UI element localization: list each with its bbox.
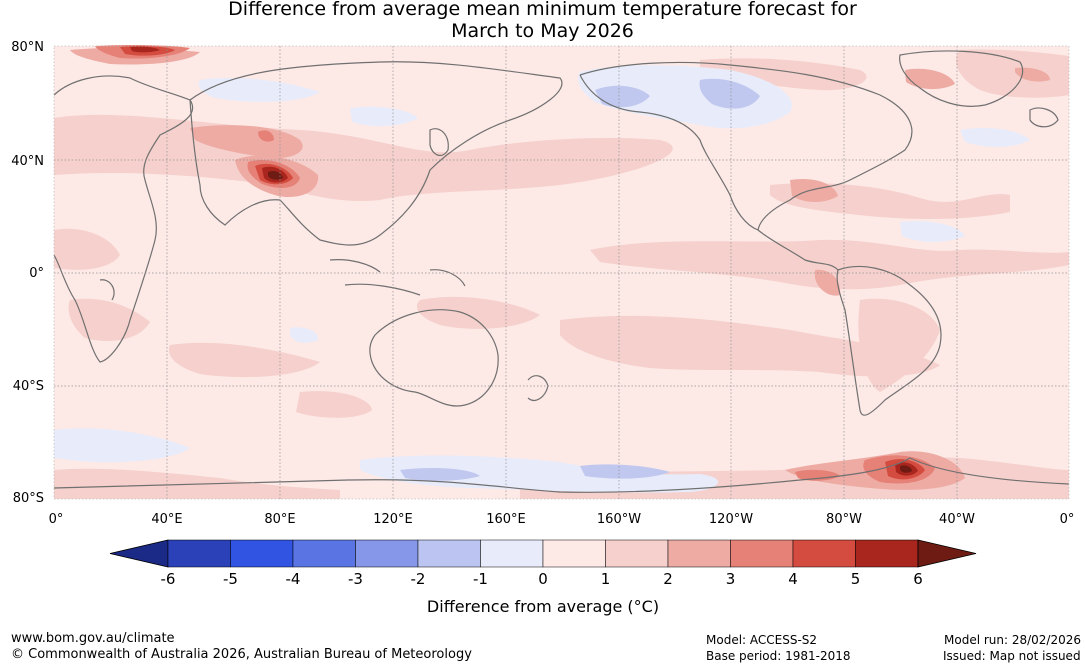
colorbar-tick-label: -3 xyxy=(348,570,363,588)
colorbar: -6 -5 -4 -3 -2 -1 0 1 2 3 4 5 6 xyxy=(109,539,977,588)
latitude-labels: 80°N 40°N 0° 40°S 80°S xyxy=(11,40,44,506)
colorbar-extend-high xyxy=(917,539,977,568)
title-line-1: Difference from average mean minimum tem… xyxy=(228,0,857,20)
title-line-2: March to May 2026 xyxy=(451,20,634,42)
colorbar-cell xyxy=(230,539,294,568)
colorbar-tick-label: 0 xyxy=(538,570,548,588)
colorbar-cells xyxy=(109,539,977,568)
lon-label: 120°W xyxy=(709,512,753,527)
footer-model-run: Model run: 28/02/2026 xyxy=(944,633,1082,647)
colorbar-tick-label: 1 xyxy=(601,570,611,588)
colorbar-cell xyxy=(667,539,731,568)
lon-label: 120°E xyxy=(373,512,413,527)
lon-label: 0° xyxy=(49,512,64,527)
map-area xyxy=(53,44,1070,500)
lon-label: 160°W xyxy=(597,512,641,527)
colorbar-tick-label: 4 xyxy=(788,570,798,588)
colorbar-tick-label: 5 xyxy=(851,570,861,588)
colorbar-cell xyxy=(480,539,544,568)
colorbar-label: Difference from average (°C) xyxy=(427,597,659,616)
colorbar-cell xyxy=(605,539,669,568)
colorbar-tick-label: -1 xyxy=(473,570,488,588)
colorbar-tick-label: -4 xyxy=(286,570,301,588)
colorbar-cell xyxy=(855,539,919,568)
lat-label: 80°S xyxy=(13,491,44,506)
colorbar-cell xyxy=(292,539,356,568)
colorbar-cell xyxy=(355,539,419,568)
colorbar-extend-low xyxy=(109,539,169,568)
lat-label: 40°N xyxy=(11,154,44,169)
colorbar-cell xyxy=(730,539,794,568)
anomaly-6plus-regions xyxy=(268,170,912,473)
anomaly-neg2-neg1-regions xyxy=(400,78,760,481)
longitude-labels: 0° 40°E 80°E 120°E 160°E 160°W 120°W 80°… xyxy=(49,512,1075,527)
anomaly-neg1-0-regions xyxy=(54,65,1030,493)
lon-label: 80°W xyxy=(826,512,862,527)
lon-label: 80°E xyxy=(264,512,295,527)
map-title: Difference from average mean minimum tem… xyxy=(0,0,1085,42)
colorbar-cell xyxy=(167,539,231,568)
lon-label: 40°W xyxy=(939,512,975,527)
footer-copyright: © Commonwealth of Australia 2026, Austra… xyxy=(11,647,472,662)
colorbar-tick-label: -6 xyxy=(161,570,176,588)
lon-label: 40°E xyxy=(151,512,182,527)
lon-label: 0° xyxy=(1060,512,1075,527)
footer-base-period: Base period: 1981-2018 xyxy=(706,649,851,663)
colorbar-tick-label: -5 xyxy=(223,570,238,588)
colorbar-cell xyxy=(417,539,481,568)
lat-label: 40°S xyxy=(13,379,44,394)
lon-label: 160°E xyxy=(486,512,526,527)
footer-model: Model: ACCESS-S2 xyxy=(706,633,818,647)
map-frame xyxy=(53,45,1070,500)
colorbar-tick-label: -2 xyxy=(411,570,426,588)
footer-issued: Issued: Map not issued xyxy=(943,649,1081,663)
colorbar-cell xyxy=(542,539,606,568)
colorbar-tick-labels: -6 -5 -4 -3 -2 -1 0 1 2 3 4 5 6 xyxy=(161,570,923,588)
colorbar-cell xyxy=(792,539,856,568)
coastlines xyxy=(53,50,1070,493)
colorbar-tick-label: 2 xyxy=(663,570,673,588)
gridlines xyxy=(54,46,1069,499)
lat-label: 0° xyxy=(29,266,44,281)
colorbar-tick-label: 3 xyxy=(726,570,736,588)
footer-website: www.bom.gov.au/climate xyxy=(11,631,175,646)
colorbar-tick-label: 6 xyxy=(913,570,923,588)
lat-label: 80°N xyxy=(11,40,44,55)
